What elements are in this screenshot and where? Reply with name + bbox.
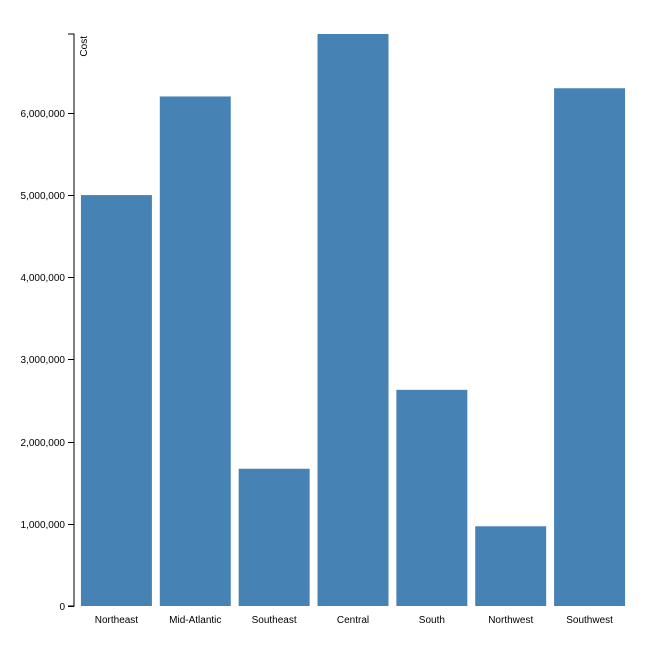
bar-southwest: [554, 88, 626, 606]
x-tick-label-mid-atlantic: Mid-Atlantic: [169, 615, 221, 626]
y-tick-label: 0: [59, 602, 65, 613]
y-tick-label: 3,000,000: [21, 355, 66, 366]
y-axis-title: Cost: [79, 36, 90, 57]
y-tick-label: 1,000,000: [21, 520, 66, 531]
x-tick-label-central: Central: [337, 615, 369, 626]
x-tick-label-south: South: [419, 615, 445, 626]
bar-southeast: [238, 468, 310, 606]
x-tick-label-southwest: Southwest: [566, 615, 613, 626]
bar-northeast: [80, 195, 152, 607]
x-tick-label-northwest: Northwest: [488, 615, 533, 626]
x-axis: Northeast Mid-Atlantic Southeast Central Sou…: [95, 615, 613, 626]
y-tick-label: 2,000,000: [21, 438, 66, 449]
bar-northwest: [475, 526, 547, 606]
bar-central: [317, 34, 389, 606]
x-tick-label-southeast: Southeast: [252, 615, 297, 626]
y-axis: 0 1,000,000 2,000,000 3,000,000 4,000,000 5,0…: [21, 33, 75, 613]
y-tick-label: 6,000,000: [21, 109, 66, 120]
y-tick-label: 4,000,000: [21, 273, 66, 284]
y-axis-line: [68, 33, 75, 607]
bar-south: [396, 389, 468, 606]
x-tick-label-northeast: Northeast: [95, 615, 139, 626]
y-tick-label: 5,000,000: [21, 191, 66, 202]
bars-group: [80, 34, 626, 607]
bar-mid-atlantic: [159, 96, 231, 606]
